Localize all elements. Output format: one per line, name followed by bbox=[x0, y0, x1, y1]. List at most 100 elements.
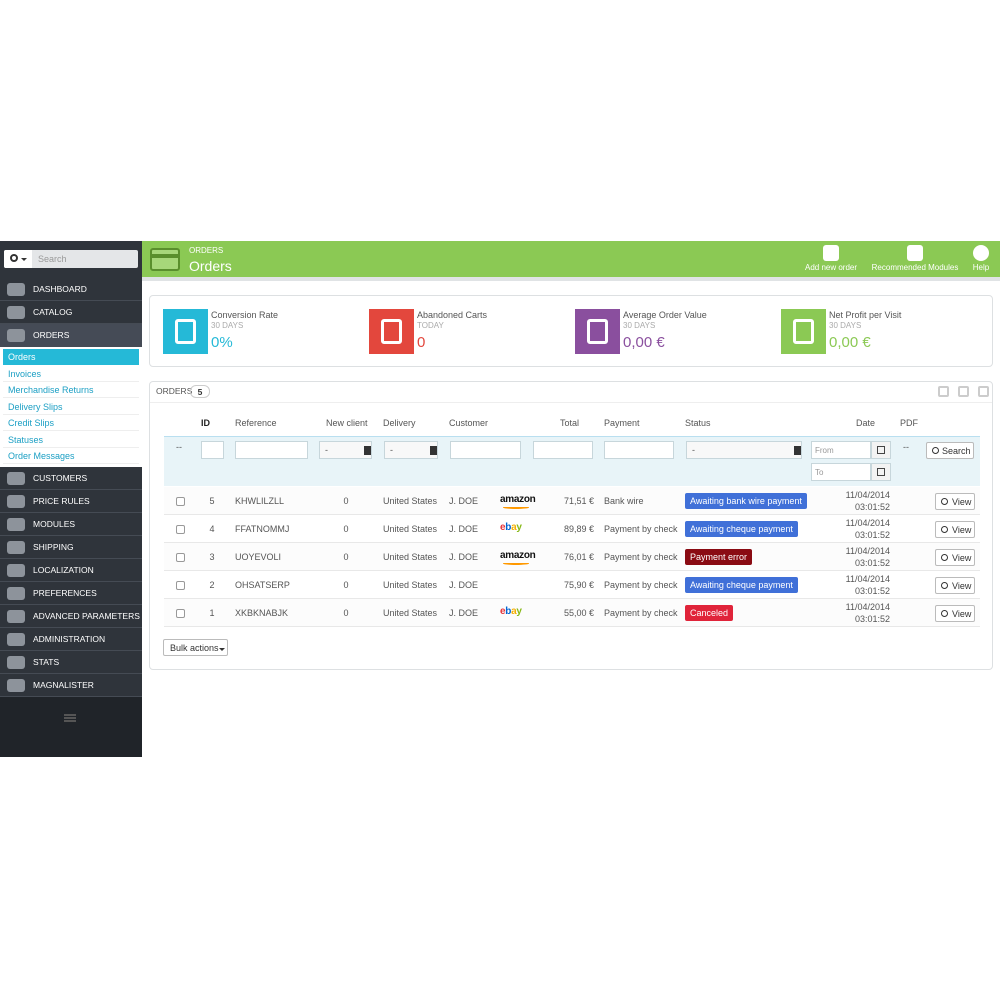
menu-item[interactable]: PREFERENCES bbox=[0, 582, 142, 605]
menu-item[interactable]: MODULES bbox=[0, 513, 142, 536]
menu-icon bbox=[7, 472, 25, 485]
action-label[interactable]: Help bbox=[972, 263, 990, 272]
menu-item[interactable]: DASHBOARD bbox=[0, 278, 142, 301]
date-input[interactable]: From bbox=[811, 441, 871, 459]
view-label[interactable]: View bbox=[952, 609, 972, 619]
submenu-item[interactable]: Statuses bbox=[3, 432, 139, 448]
row-checkbox[interactable] bbox=[176, 525, 185, 534]
row-checkbox[interactable] bbox=[176, 553, 185, 562]
view-button[interactable]: View bbox=[935, 605, 975, 622]
menu-item[interactable]: ADMINISTRATION bbox=[0, 628, 142, 651]
menu-label[interactable]: STATS bbox=[33, 657, 60, 667]
view-label[interactable]: View bbox=[952, 553, 972, 563]
column-header[interactable]: Status bbox=[685, 418, 711, 428]
search-box[interactable] bbox=[4, 250, 138, 268]
view-button[interactable]: View bbox=[935, 521, 975, 538]
filter-input[interactable] bbox=[604, 441, 674, 459]
view-label[interactable]: View bbox=[952, 581, 972, 591]
panel-tool[interactable] bbox=[958, 386, 969, 397]
menu-item[interactable]: LOCALIZATION bbox=[0, 559, 142, 582]
view-label[interactable]: View bbox=[952, 497, 972, 507]
submenu-label[interactable]: Statuses bbox=[8, 434, 44, 445]
select-value[interactable]: - bbox=[325, 445, 328, 455]
menu-item[interactable]: PRICE RULES bbox=[0, 490, 142, 513]
menu-item[interactable]: CATALOG bbox=[0, 301, 142, 324]
menu-label[interactable]: CATALOG bbox=[33, 307, 73, 317]
search-button-label[interactable]: Search bbox=[942, 446, 971, 456]
menu-item[interactable]: STATS bbox=[0, 651, 142, 674]
bulk-actions-button[interactable]: Bulk actions bbox=[163, 639, 228, 656]
panel-tool[interactable] bbox=[978, 386, 989, 397]
submenu-item[interactable]: Invoices bbox=[3, 366, 139, 382]
action-label[interactable]: Add new order bbox=[804, 263, 858, 272]
menu-label[interactable]: DASHBOARD bbox=[33, 284, 87, 294]
date-input[interactable]: To bbox=[811, 463, 871, 481]
menu-label[interactable]: SHIPPING bbox=[33, 542, 74, 552]
menu-label[interactable]: ORDERS bbox=[33, 330, 70, 340]
view-label[interactable]: View bbox=[952, 525, 972, 535]
submenu-label[interactable]: Credit Slips bbox=[8, 418, 55, 428]
bulk-actions-label[interactable]: Bulk actions bbox=[170, 643, 219, 653]
action-icon[interactable] bbox=[907, 245, 923, 261]
menu-item[interactable]: ORDERS bbox=[0, 324, 142, 347]
submenu-item[interactable]: Order Messages bbox=[3, 448, 139, 464]
submenu-item[interactable]: Merchandise Returns bbox=[3, 382, 139, 398]
column-header[interactable]: ID bbox=[201, 418, 210, 428]
menu-item[interactable]: SHIPPING bbox=[0, 536, 142, 559]
select-value[interactable]: - bbox=[692, 445, 695, 455]
view-button[interactable]: View bbox=[935, 577, 975, 594]
column-header[interactable]: Customer bbox=[449, 418, 489, 428]
row-checkbox[interactable] bbox=[176, 581, 185, 590]
view-button[interactable]: View bbox=[935, 549, 975, 566]
submenu-label[interactable]: Order Messages bbox=[8, 451, 75, 461]
kpi-glyph bbox=[381, 319, 402, 344]
action-label[interactable]: Recommended Modules bbox=[871, 263, 959, 272]
view-button[interactable]: View bbox=[935, 493, 975, 510]
panel-tool[interactable] bbox=[938, 386, 949, 397]
date-placeholder[interactable]: To bbox=[815, 468, 824, 477]
submenu-item[interactable]: Credit Slips bbox=[3, 415, 139, 431]
row-checkbox[interactable] bbox=[176, 609, 185, 618]
submenu-label[interactable]: Merchandise Returns bbox=[8, 385, 94, 395]
menu-label[interactable]: CUSTOMERS bbox=[33, 473, 88, 483]
submenu-item[interactable]: Orders bbox=[3, 349, 139, 365]
column-header[interactable]: Reference bbox=[235, 418, 277, 428]
action-icon[interactable] bbox=[823, 245, 839, 261]
search-button[interactable]: Search bbox=[926, 442, 974, 459]
filter-select[interactable]: - bbox=[319, 441, 372, 459]
filter-input[interactable] bbox=[533, 441, 593, 459]
menu-item[interactable]: ADVANCED PARAMETERS bbox=[0, 605, 142, 628]
filter-select[interactable]: - bbox=[384, 441, 438, 459]
calendar-button[interactable] bbox=[871, 441, 891, 459]
select-value[interactable]: - bbox=[390, 445, 393, 455]
action-icon[interactable] bbox=[973, 245, 989, 261]
submenu-label[interactable]: Delivery Slips bbox=[8, 401, 63, 412]
column-header[interactable]: Payment bbox=[604, 418, 640, 428]
menu-item[interactable]: CUSTOMERS bbox=[0, 467, 142, 490]
filter-select[interactable]: - bbox=[686, 441, 802, 459]
submenu-label[interactable]: Invoices bbox=[8, 368, 42, 379]
order-date: 11/04/2014 bbox=[845, 518, 890, 528]
menu-item[interactable]: MAGNALISTER bbox=[0, 674, 142, 697]
submenu-label[interactable]: Orders bbox=[8, 352, 36, 362]
calendar-button[interactable] bbox=[871, 463, 891, 481]
menu-label[interactable]: PREFERENCES bbox=[33, 588, 97, 598]
filter-input[interactable] bbox=[450, 441, 521, 459]
menu-label[interactable]: MODULES bbox=[33, 519, 76, 529]
column-header[interactable]: Date bbox=[856, 418, 876, 428]
row-checkbox[interactable] bbox=[176, 497, 185, 506]
filter-input[interactable] bbox=[235, 441, 308, 459]
menu-label[interactable]: ADMINISTRATION bbox=[33, 634, 106, 644]
submenu-item[interactable]: Delivery Slips bbox=[3, 399, 139, 415]
date-placeholder[interactable]: From bbox=[815, 446, 834, 455]
menu-label[interactable]: PRICE RULES bbox=[33, 496, 90, 506]
collapse-icon[interactable] bbox=[64, 714, 76, 722]
column-header[interactable]: New client bbox=[326, 418, 368, 428]
menu-label[interactable]: LOCALIZATION bbox=[33, 565, 94, 575]
column-header[interactable]: Total bbox=[560, 418, 580, 428]
filter-input[interactable] bbox=[201, 441, 224, 459]
column-header[interactable]: Delivery bbox=[383, 418, 416, 428]
menu-label[interactable]: ADVANCED PARAMETERS bbox=[33, 611, 140, 621]
menu-label[interactable]: MAGNALISTER bbox=[33, 680, 94, 690]
search-toggle[interactable] bbox=[4, 250, 32, 268]
